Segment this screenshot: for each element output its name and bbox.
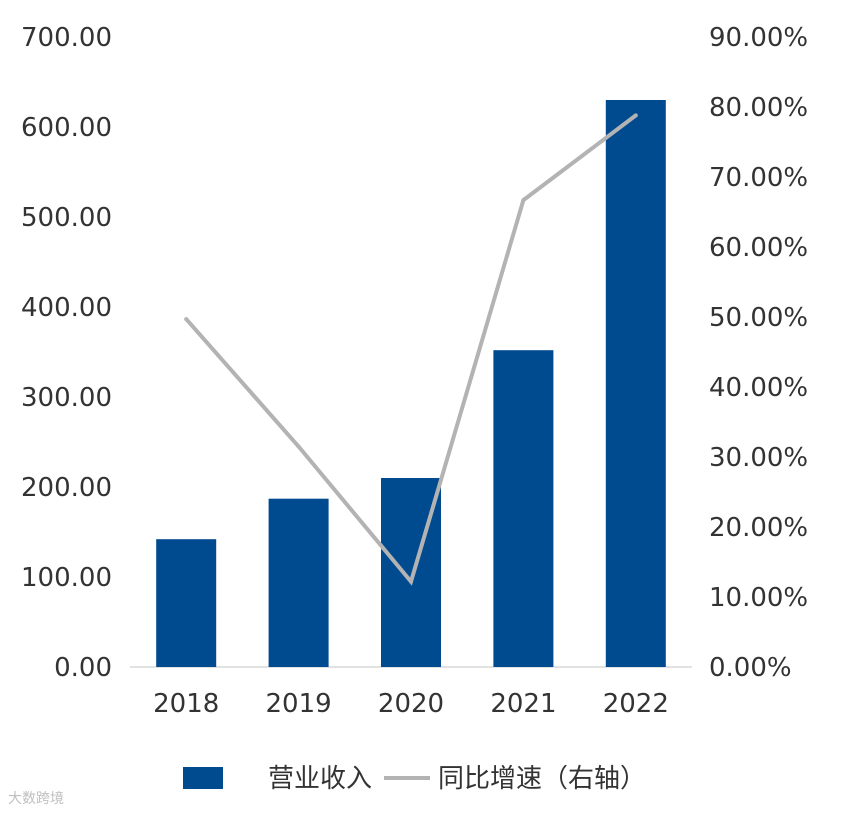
bar-2018: [156, 539, 217, 667]
right-tick-label: 0.00%: [709, 653, 792, 683]
bar-2022: [605, 100, 666, 667]
revenue-bars: [156, 100, 666, 667]
growth-line-layer: [184, 113, 638, 586]
right-axis-ticks: 0.00% 10.00% 20.00% 30.00% 40.00% 50.00% 60.00…: [709, 23, 808, 683]
right-tick-label: 80.00%: [709, 93, 808, 123]
right-tick-label: 10.00%: [709, 583, 808, 613]
growth-point-2019: [296, 444, 301, 449]
bar-2019: [268, 498, 329, 667]
left-tick-label: 700.00: [21, 23, 112, 53]
bar-2021: [493, 350, 554, 667]
right-tick-label: 20.00%: [709, 513, 808, 543]
growth-point-2020: [409, 579, 413, 584]
right-tick-label: 50.00%: [709, 303, 808, 333]
legend-swatch-revenue: [183, 767, 223, 789]
legend: 营业收入 同比增速（右轴）: [183, 764, 646, 794]
x-tick-label: 2018: [153, 689, 219, 719]
legend-label-growth: 同比增速（右轴）: [438, 764, 646, 794]
right-tick-label: 40.00%: [709, 373, 808, 403]
left-tick-label: 600.00: [21, 113, 112, 143]
right-tick-label: 30.00%: [709, 443, 808, 473]
x-axis-ticks: 2018 2019 2020 2021 2022: [153, 689, 669, 719]
growth-point-2021: [521, 198, 526, 203]
x-tick-label: 2022: [603, 689, 669, 719]
left-tick-label: 500.00: [21, 203, 112, 233]
left-tick-label: 200.00: [21, 473, 112, 503]
right-tick-label: 90.00%: [709, 23, 808, 53]
x-tick-label: 2019: [266, 689, 332, 719]
x-tick-label: 2021: [490, 689, 556, 719]
x-tick-label: 2020: [378, 689, 444, 719]
growth-point-2022: [633, 113, 638, 118]
left-tick-label: 0.00: [54, 653, 112, 683]
left-axis-ticks: 0.00 100.00 200.00 300.00 400.00 500.00 600.00…: [21, 23, 112, 683]
watermark: 大数跨境: [8, 791, 64, 807]
left-tick-label: 100.00: [21, 563, 112, 593]
left-tick-label: 300.00: [21, 383, 112, 413]
growth-point-2018: [184, 317, 189, 322]
legend-label-revenue: 营业收入: [268, 764, 372, 794]
left-tick-label: 400.00: [21, 293, 112, 323]
right-tick-label: 60.00%: [709, 233, 808, 263]
right-tick-label: 70.00%: [709, 163, 808, 193]
